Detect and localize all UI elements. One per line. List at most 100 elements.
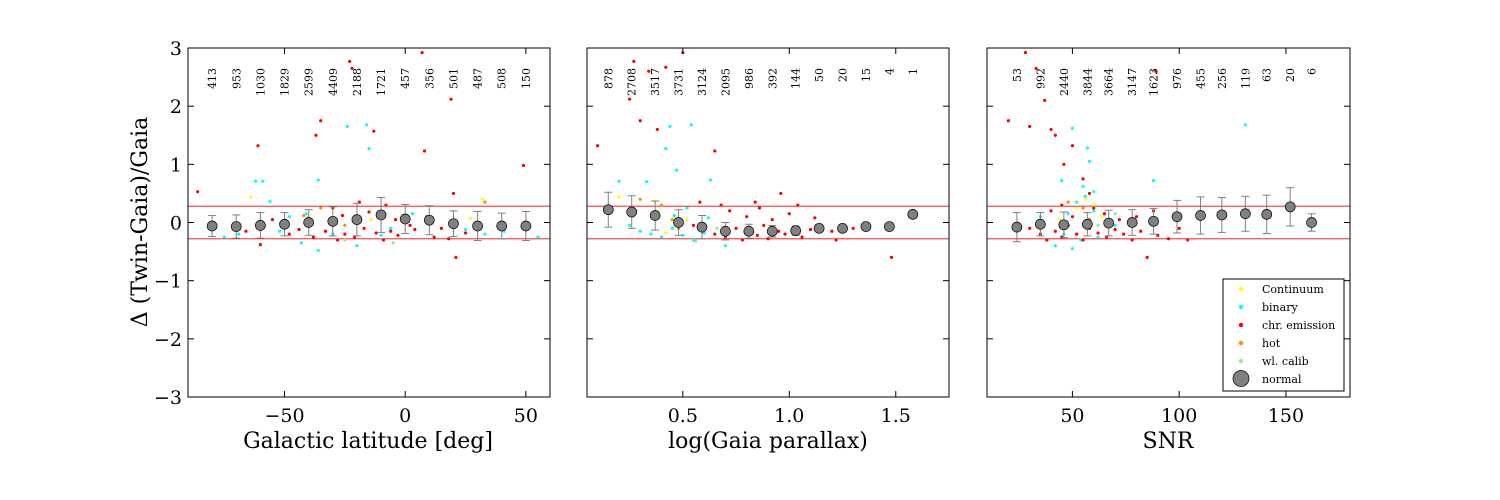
- bin-count-label: 53: [1011, 68, 1024, 82]
- panel-snr: 53 992 2440 3844 3664 3147 1623 976 455 256 119 63 2…: [986, 47, 1351, 454]
- point-binary: [253, 179, 258, 183]
- point-chr-emission: [1122, 232, 1126, 236]
- point-binary: [1151, 179, 1156, 183]
- bin-count-label: 487: [472, 68, 485, 89]
- point-binary: [1243, 123, 1247, 127]
- binned-mean-point: [1171, 211, 1183, 223]
- x-tick-label: 50: [514, 405, 538, 427]
- axes-frame: [187, 47, 551, 398]
- point-chr-emission: [713, 232, 717, 236]
- point-binary: [674, 168, 679, 172]
- point-binary: [355, 244, 359, 248]
- point-binary: [1092, 190, 1096, 194]
- bin-count-label: 1030: [254, 68, 267, 96]
- point-chr-emission: [350, 66, 354, 70]
- point-chr-emission: [1049, 209, 1053, 213]
- point-chr-emission: [1092, 206, 1096, 210]
- point-chr-emission: [783, 232, 787, 236]
- binned-mean-point: [696, 221, 708, 233]
- point-chr-emission: [1028, 226, 1032, 230]
- point-chr-emission: [632, 59, 636, 63]
- point-binary: [670, 226, 674, 230]
- legend-label-wl-calib: wl. calib: [1262, 355, 1309, 368]
- point-binary: [483, 232, 487, 236]
- point-continuum: [468, 216, 472, 221]
- y-tick-label: 0: [170, 213, 182, 235]
- binned-mean-point: [351, 214, 363, 225]
- clipped-marks: [987, 51, 1350, 259]
- point-binary: [261, 179, 265, 183]
- point-chr-emission: [762, 223, 766, 228]
- point-chr-emission: [800, 235, 804, 239]
- bin-count-label: 457: [399, 68, 412, 89]
- binned-mean-point: [399, 213, 411, 225]
- bin-count-label: 508: [496, 68, 509, 89]
- legend-label-chr-emission: chr. emission: [1262, 319, 1335, 332]
- plot-area: 413 953 1030 1829 2599 4409 2188 1721 457 356 501 4…: [154, 38, 551, 427]
- point-binary: [1066, 212, 1070, 216]
- bin-count-label: 15: [860, 68, 873, 82]
- point-chr-emission: [787, 212, 791, 216]
- plot-area: 53 992 2440 3844 3664 3147 1623 976 455 256 119 63 2…: [986, 47, 1351, 427]
- point-chr-emission: [664, 65, 668, 69]
- axes-frame: [586, 47, 950, 398]
- point-chr-emission: [1006, 119, 1010, 123]
- binned-mean-point: [766, 225, 778, 237]
- point-binary: [463, 227, 468, 232]
- x-tick-label: 0: [399, 405, 411, 427]
- bin-count-label: 878: [602, 68, 615, 89]
- point-chr-emission: [393, 217, 398, 222]
- binned-mean-point: [813, 222, 825, 234]
- bin-count-label: 6: [1306, 68, 1319, 75]
- bin-count-label: 3124: [696, 68, 709, 96]
- point-binary: [299, 241, 304, 245]
- bin-count-label: 144: [790, 68, 803, 89]
- point-continuum: [480, 197, 485, 201]
- binned-mean-point: [649, 210, 661, 221]
- binned-mean-point: [1126, 217, 1138, 228]
- point-binary: [1087, 159, 1092, 164]
- binned-mean-point: [472, 220, 483, 232]
- binned-mean-point: [496, 220, 508, 232]
- point-continuum: [249, 195, 253, 199]
- bin-count-label: 3147: [1126, 68, 1139, 96]
- point-chr-emission: [319, 119, 323, 123]
- binned-mean-point: [1284, 201, 1296, 213]
- point-binary: [364, 123, 369, 127]
- bin-count-label: 119: [1239, 68, 1252, 89]
- point-chr-emission: [889, 255, 894, 259]
- clipped-marks: [188, 51, 550, 259]
- point-chr-emission: [1166, 237, 1171, 241]
- point-chr-emission: [1053, 229, 1057, 233]
- binned-mean-point: [790, 225, 802, 236]
- point-chr-emission: [521, 163, 526, 168]
- point-chr-emission: [413, 227, 417, 232]
- legend-label-binary: binary: [1262, 301, 1298, 314]
- point-binary: [681, 233, 685, 237]
- point-chr-emission: [1070, 144, 1075, 148]
- point-binary: [379, 233, 383, 237]
- bin-count-label: 986: [743, 68, 756, 89]
- point-continuum: [664, 231, 668, 235]
- point-chr-emission: [734, 226, 738, 230]
- point-chr-emission: [256, 144, 260, 148]
- x-tick-label: 1.0: [774, 405, 804, 427]
- binned-mean-point: [1082, 218, 1093, 230]
- point-chr-emission: [745, 215, 749, 219]
- point-binary: [222, 235, 226, 239]
- point-binary: [1083, 194, 1087, 198]
- bin-count-label: 50: [813, 68, 826, 82]
- bin-count-label: 976: [1171, 68, 1184, 89]
- point-chr-emission: [439, 226, 443, 230]
- point-binary: [1070, 126, 1075, 130]
- point-binary: [1053, 244, 1057, 248]
- x-tick-label: 100: [1161, 405, 1197, 427]
- point-binary: [708, 178, 713, 182]
- point-chr-emission: [755, 233, 759, 237]
- legend: Continuum binary chr. emission hot wl. calib…: [1222, 278, 1345, 392]
- point-binary: [237, 232, 241, 236]
- binned-mean-point: [837, 222, 848, 234]
- binned-mean-point: [860, 221, 872, 232]
- panel-gaia-parallax: 878 2708 3517 3731 3124 2095 986 392 144 50 20 15 4 1…: [586, 47, 950, 454]
- point-chr-emission: [1117, 217, 1121, 222]
